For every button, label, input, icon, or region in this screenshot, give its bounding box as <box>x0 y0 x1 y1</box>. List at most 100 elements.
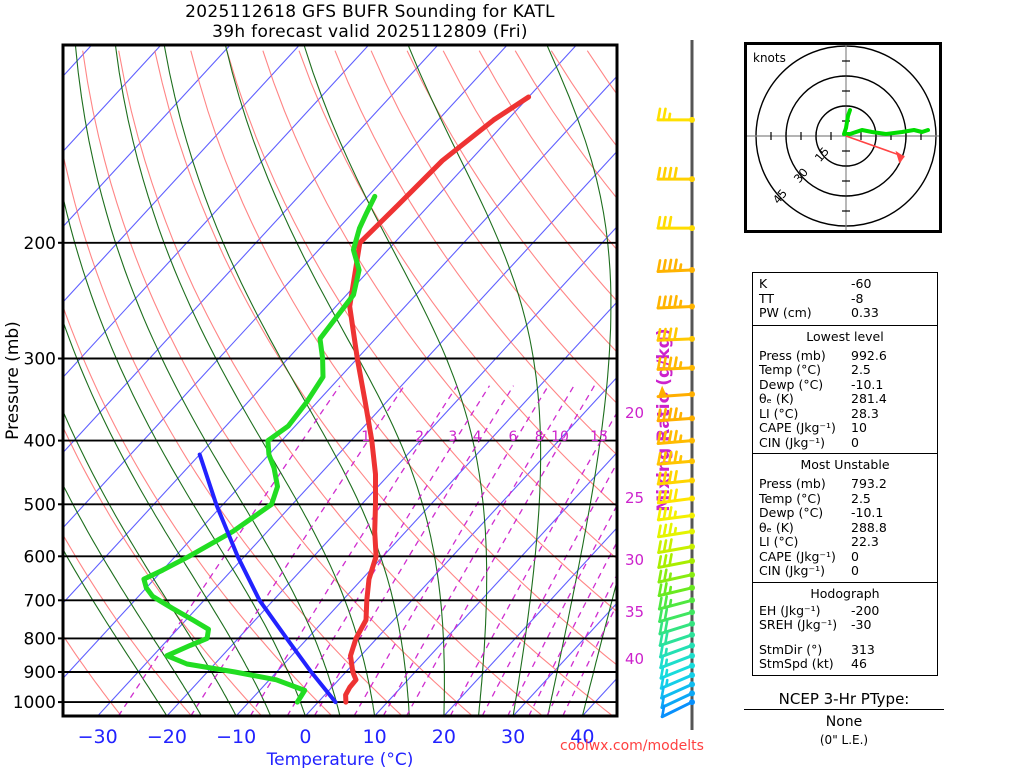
svg-text:knots: knots <box>753 51 786 65</box>
hodograph-stats-heading: Hodograph <box>810 585 880 601</box>
ptype-title: NCEP 3-Hr PType: <box>744 690 944 710</box>
stat-label: LI (°C) <box>759 405 799 421</box>
svg-text:15: 15 <box>590 429 608 445</box>
table-row: SREH (Jkg⁻¹) -30 <box>759 617 931 633</box>
stat-label: CAPE (Jkg⁻¹) <box>759 548 836 564</box>
svg-text:700: 700 <box>24 591 56 611</box>
stat-label: Dewp (°C) <box>759 376 824 392</box>
svg-text:30: 30 <box>625 551 644 569</box>
svg-text:20: 20 <box>432 726 456 748</box>
stat-row: K -60 <box>759 276 931 292</box>
stat-value: 10 <box>851 420 867 435</box>
table-row: Temp (°C) 2.5 <box>759 490 931 507</box>
svg-text:200: 200 <box>24 234 56 254</box>
svg-text:0: 0 <box>299 726 311 748</box>
svg-text:500: 500 <box>24 495 56 515</box>
svg-text:3: 3 <box>448 429 457 445</box>
stat-value: 46 <box>851 656 867 671</box>
stat-label: Dewp (°C) <box>759 505 824 520</box>
most-unstable-heading: Most Unstable <box>800 457 890 472</box>
svg-text:800: 800 <box>24 629 56 649</box>
svg-text:300: 300 <box>24 350 56 370</box>
stat-row: PW (cm) 0.33 <box>759 305 931 321</box>
table-row: StmDir (°) 313 <box>759 641 931 658</box>
table-row: LI (°C) 22.3 <box>759 534 931 550</box>
stat-value: 281.4 <box>851 391 887 406</box>
svg-text:900: 900 <box>24 663 56 683</box>
stat-row: TT -8 <box>759 290 931 307</box>
svg-text:8: 8 <box>535 429 544 445</box>
svg-text:10: 10 <box>363 726 387 748</box>
table-row: Dewp (°C) -10.1 <box>759 505 931 521</box>
ptype-liquid-equivalent: (0" L.E.) <box>819 733 869 747</box>
stats-panel: K -60 TT -8 PW (cm) 0.33 Lowest level Pr… <box>752 272 938 676</box>
stat-value: -10.1 <box>851 376 884 392</box>
skewt-diagram[interactable]: 200 300 400 500 600 700 800 900 1000 Pressure (mb… <box>0 40 740 768</box>
svg-text:10: 10 <box>551 429 569 445</box>
stat-label: K <box>759 276 768 291</box>
svg-text:1: 1 <box>361 429 370 445</box>
table-row: θₑ (K) 281.4 <box>759 391 931 407</box>
stat-value: -200 <box>851 602 880 618</box>
stat-value: -8 <box>851 290 864 306</box>
table-row: EH (Jkg⁻¹) -200 <box>759 602 931 619</box>
table-row: CAPE (Jkg⁻¹) 0 <box>759 548 931 565</box>
stat-label: CIN (Jkg⁻¹) <box>759 563 825 578</box>
title-line-2: 39h forecast valid 2025112809 (Fri) <box>212 22 528 42</box>
svg-text:400: 400 <box>24 432 56 452</box>
svg-text:6: 6 <box>508 429 517 445</box>
table-row: LI (°C) 28.3 <box>759 405 931 422</box>
table-row: Press (mb) 992.6 <box>759 347 931 364</box>
stat-value: 2.5 <box>851 490 871 506</box>
svg-text:40: 40 <box>570 726 594 748</box>
table-row: StmSpd (kt) 46 <box>759 656 931 672</box>
stat-label: TT <box>759 290 775 306</box>
svg-text:−30: −30 <box>78 726 118 748</box>
chart-title: 2025112618 GFS BUFR Sounding for KATL 39… <box>0 2 740 42</box>
stat-value: 313 <box>851 641 875 657</box>
stat-value: 0 <box>851 434 859 450</box>
svg-text:4: 4 <box>473 429 482 445</box>
svg-text:20: 20 <box>625 404 644 422</box>
hodograph-stats-box: Hodograph EH (Jkg⁻¹) -200 SREH (Jkg⁻¹) -… <box>752 582 938 676</box>
stat-label: Temp (°C) <box>759 490 822 506</box>
lowest-level-box: Lowest level Press (mb) 992.6 Temp (°C) … <box>752 325 938 454</box>
stat-value: 2.5 <box>851 362 871 377</box>
table-row: Dewp (°C) -10.1 <box>759 376 931 393</box>
table-row: CAPE (Jkg⁻¹) 10 <box>759 420 931 436</box>
svg-text:Temperature (°C): Temperature (°C) <box>266 750 414 768</box>
stat-label: StmSpd (kt) <box>759 656 834 671</box>
table-row: CIN (Jkg⁻¹) 0 <box>759 563 931 579</box>
stat-value: 0 <box>851 563 859 578</box>
svg-text:600: 600 <box>24 547 56 567</box>
svg-text:2: 2 <box>415 429 424 445</box>
stat-label: Press (mb) <box>759 347 826 363</box>
stat-label: EH (Jkg⁻¹) <box>759 602 821 618</box>
stat-label: Press (mb) <box>759 476 826 491</box>
watermark: coolwx.com/modelts <box>560 738 704 754</box>
stat-value: 0.33 <box>851 305 879 320</box>
stat-value: 992.6 <box>851 347 887 363</box>
svg-text:1000: 1000 <box>13 693 56 713</box>
table-row: Temp (°C) 2.5 <box>759 362 931 378</box>
svg-text:Pressure (mb): Pressure (mb) <box>3 321 23 440</box>
table-row: θₑ (K) 288.8 <box>759 519 931 536</box>
stat-label: Temp (°C) <box>759 362 822 377</box>
title-line-1: 2025112618 GFS BUFR Sounding for KATL <box>185 2 555 22</box>
stat-value: 0 <box>851 548 859 564</box>
stat-label: CIN (Jkg⁻¹) <box>759 434 825 450</box>
stat-value: -30 <box>851 617 872 632</box>
stat-value: 288.8 <box>851 519 887 535</box>
lowest-level-heading: Lowest level <box>806 328 884 344</box>
svg-text:−20: −20 <box>147 726 187 748</box>
svg-text:40: 40 <box>625 650 644 668</box>
ptype-panel: NCEP 3-Hr PType: None (0" L.E.) <box>744 690 944 747</box>
table-row: Press (mb) 793.2 <box>759 476 931 492</box>
stat-label: CAPE (Jkg⁻¹) <box>759 420 836 435</box>
most-unstable-box: Most Unstable Press (mb) 793.2 Temp (°C)… <box>752 454 938 583</box>
svg-text:25: 25 <box>625 489 644 507</box>
ptype-value: None <box>825 714 863 730</box>
stat-value: -60 <box>851 276 872 291</box>
stat-label: θₑ (K) <box>759 391 794 406</box>
hodograph-panel[interactable]: knots 15 30 45 <box>744 42 942 233</box>
